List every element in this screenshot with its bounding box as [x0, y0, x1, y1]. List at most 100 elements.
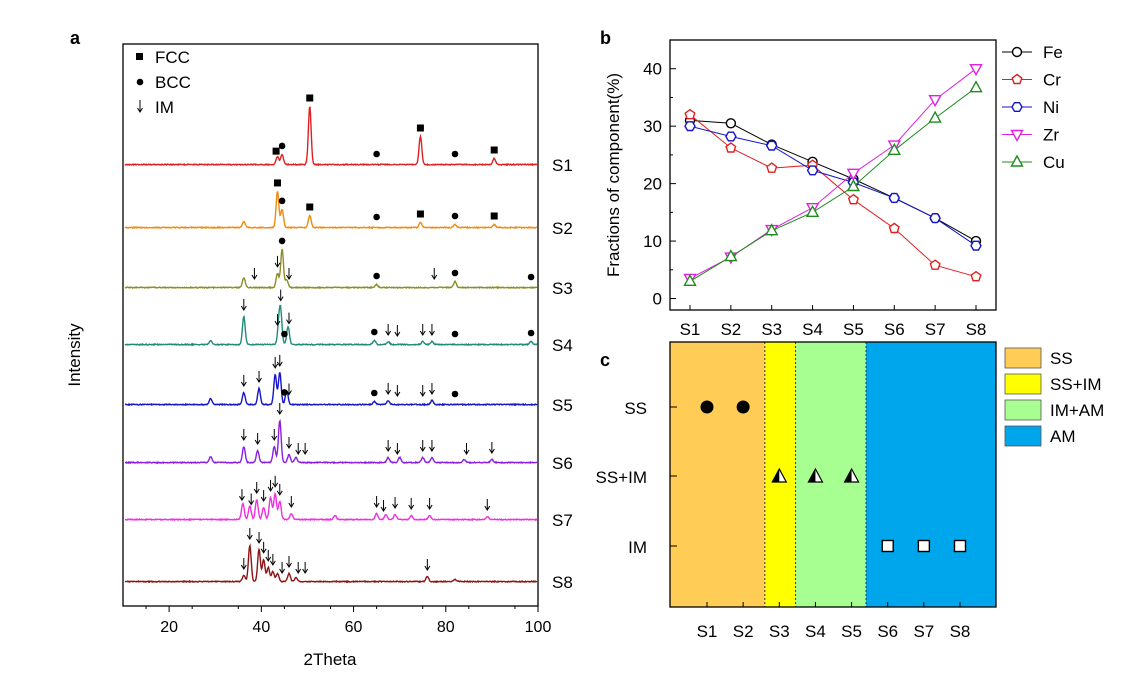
xrd-im-arrow-head [240, 435, 247, 441]
phase-point-s5 [843, 467, 860, 483]
panel-label-b: b [600, 28, 611, 48]
half-triangle-fill [772, 469, 780, 482]
xrd-sample-label-s7: S7 [552, 511, 573, 530]
phase-legend-swatch-ss [1004, 347, 1042, 369]
phase-map-panel: SS SS+IM IM S1 S2 S3 S4 S5 S6 S7 S8 SS SS+IM IM+AM AM [596, 341, 1104, 641]
phase-x-tick-label-s2: S2 [733, 622, 754, 641]
composition-legend-label-zr: Zr [1043, 126, 1059, 145]
phase-point-s8 [953, 539, 967, 553]
xrd-bcc-marker [527, 329, 535, 337]
composition-point-ni [765, 140, 778, 151]
xrd-im-arrow-head [256, 538, 262, 544]
xrd-im-arrow-head [385, 389, 392, 395]
composition-point-ni [806, 165, 819, 176]
half-triangle-fill [808, 469, 816, 482]
phase-x-tick-label-s6: S6 [877, 622, 898, 641]
composition-point-cu [805, 204, 820, 218]
xrd-im-arrow-head [385, 330, 392, 336]
composition-line-ni [689, 125, 977, 247]
phase-regions [670, 342, 996, 607]
xrd-im-arrow-head [431, 274, 438, 280]
composition-x-tick-label-s1: S1 [680, 320, 701, 339]
composition-y-tick-label: 40 [643, 60, 662, 79]
xrd-bcc-marker [451, 150, 459, 158]
composition-point-cr [888, 222, 900, 234]
composition-point-cr [970, 270, 982, 282]
composition-x-tick-label-s2: S2 [720, 320, 741, 339]
xrd-im-arrow-head [394, 449, 401, 455]
xrd-bcc-marker [278, 197, 286, 205]
xrd-bcc-marker [371, 389, 378, 397]
phase-legend: SS SS+IM IM+AM AM [1004, 347, 1104, 447]
legend-im-arrow-head [137, 107, 143, 113]
xrd-im-arrow-head [256, 377, 262, 383]
xrd-x-tick-label: 20 [160, 619, 178, 636]
composition-legend-marker-ni [1011, 101, 1023, 113]
composition-point-zr [928, 94, 942, 108]
composition-point-zr [846, 168, 861, 181]
composition-x-tick-label-s4: S4 [802, 320, 823, 339]
composition-x-tick-label-s6: S6 [884, 320, 905, 339]
composition-legend-label-cr: Cr [1043, 71, 1061, 90]
composition-legend-marker-cu [1010, 154, 1024, 167]
composition-line-cu [689, 87, 977, 282]
xrd-im-arrow-head [276, 409, 283, 415]
half-triangle-fill [844, 469, 852, 482]
legend-label-bcc: BCC [155, 73, 191, 92]
xrd-im-arrow-head [240, 564, 247, 570]
phase-points [700, 400, 967, 553]
xrd-im-arrow-head [254, 439, 261, 445]
composition-x-tick-label-s5: S5 [843, 320, 864, 339]
phase-x-tick-label-s7: S7 [913, 622, 934, 641]
composition-point-ni [929, 213, 941, 224]
xrd-im-arrow-head [419, 446, 426, 452]
xrd-bcc-marker [451, 269, 459, 277]
xrd-panel: 20 40 60 80 100 S1 S2 S3 S4 S5 S6 S7 S8 FCC BCC IM 2T… [65, 43, 573, 669]
phase-region-ss [670, 342, 765, 607]
xrd-sample-label-s8: S8 [552, 573, 573, 592]
xrd-im-arrow-head [274, 262, 281, 268]
composition-point-fe [725, 118, 737, 129]
xrd-im-arrow-head [392, 503, 398, 509]
phase-y-tick-label-ss-im: SS+IM [596, 468, 648, 487]
xrd-bcc-marker [281, 389, 288, 396]
phase-point-s4 [807, 467, 824, 483]
composition-axis-ticks: 0 10 20 30 40 S1 S2 S3 S4 S5 S6 S7 S8 [643, 60, 986, 339]
xrd-phase-markers [239, 94, 535, 574]
xrd-sample-label-s1: S1 [552, 156, 573, 175]
xrd-im-arrow-head [240, 381, 247, 387]
xrd-im-arrow-head [429, 330, 435, 336]
xrd-sample-label-s2: S2 [552, 219, 573, 238]
legend-label-fcc: FCC [155, 48, 190, 67]
composition-y-tick-label: 20 [643, 175, 662, 194]
composition-point-cr [929, 259, 941, 270]
composition-legend-label-cu: Cu [1043, 153, 1065, 172]
xrd-trace-s6 [125, 418, 538, 465]
xrd-fcc-marker [273, 179, 281, 187]
phase-point-s6 [881, 539, 894, 553]
xrd-im-arrow-head [288, 502, 295, 508]
xrd-fcc-marker [490, 212, 498, 220]
xrd-x-axis-ticks: 20 40 60 80 100 [145, 606, 551, 636]
xrd-bcc-marker [281, 330, 288, 338]
xrd-im-arrow-head [429, 389, 435, 395]
xrd-im-arrow-head [302, 449, 309, 455]
xrd-im-arrow-head [302, 568, 309, 574]
xrd-im-arrow-head [276, 361, 283, 367]
composition-point-cu [887, 142, 901, 156]
xrd-im-arrow-head [267, 486, 274, 492]
phase-legend-label-ss: SS [1050, 349, 1073, 368]
xrd-im-arrow-head [286, 562, 292, 568]
composition-point-cr [684, 108, 696, 120]
phase-point-s3 [771, 467, 788, 483]
composition-y-tick-label: 30 [643, 117, 662, 136]
composition-y-axis-title: Fractions of component(%) [604, 73, 623, 277]
xrd-legend: FCC BCC IM [136, 48, 191, 117]
xrd-im-arrow-head [269, 560, 276, 566]
xrd-fcc-marker [272, 147, 280, 155]
phase-y-tick-label-ss: SS [624, 399, 647, 418]
legend-fcc-square [136, 53, 143, 60]
phase-x-tick-label-s8: S8 [950, 622, 971, 641]
legend-bcc-circle [136, 78, 144, 86]
xrd-trace-s1 [124, 106, 538, 167]
